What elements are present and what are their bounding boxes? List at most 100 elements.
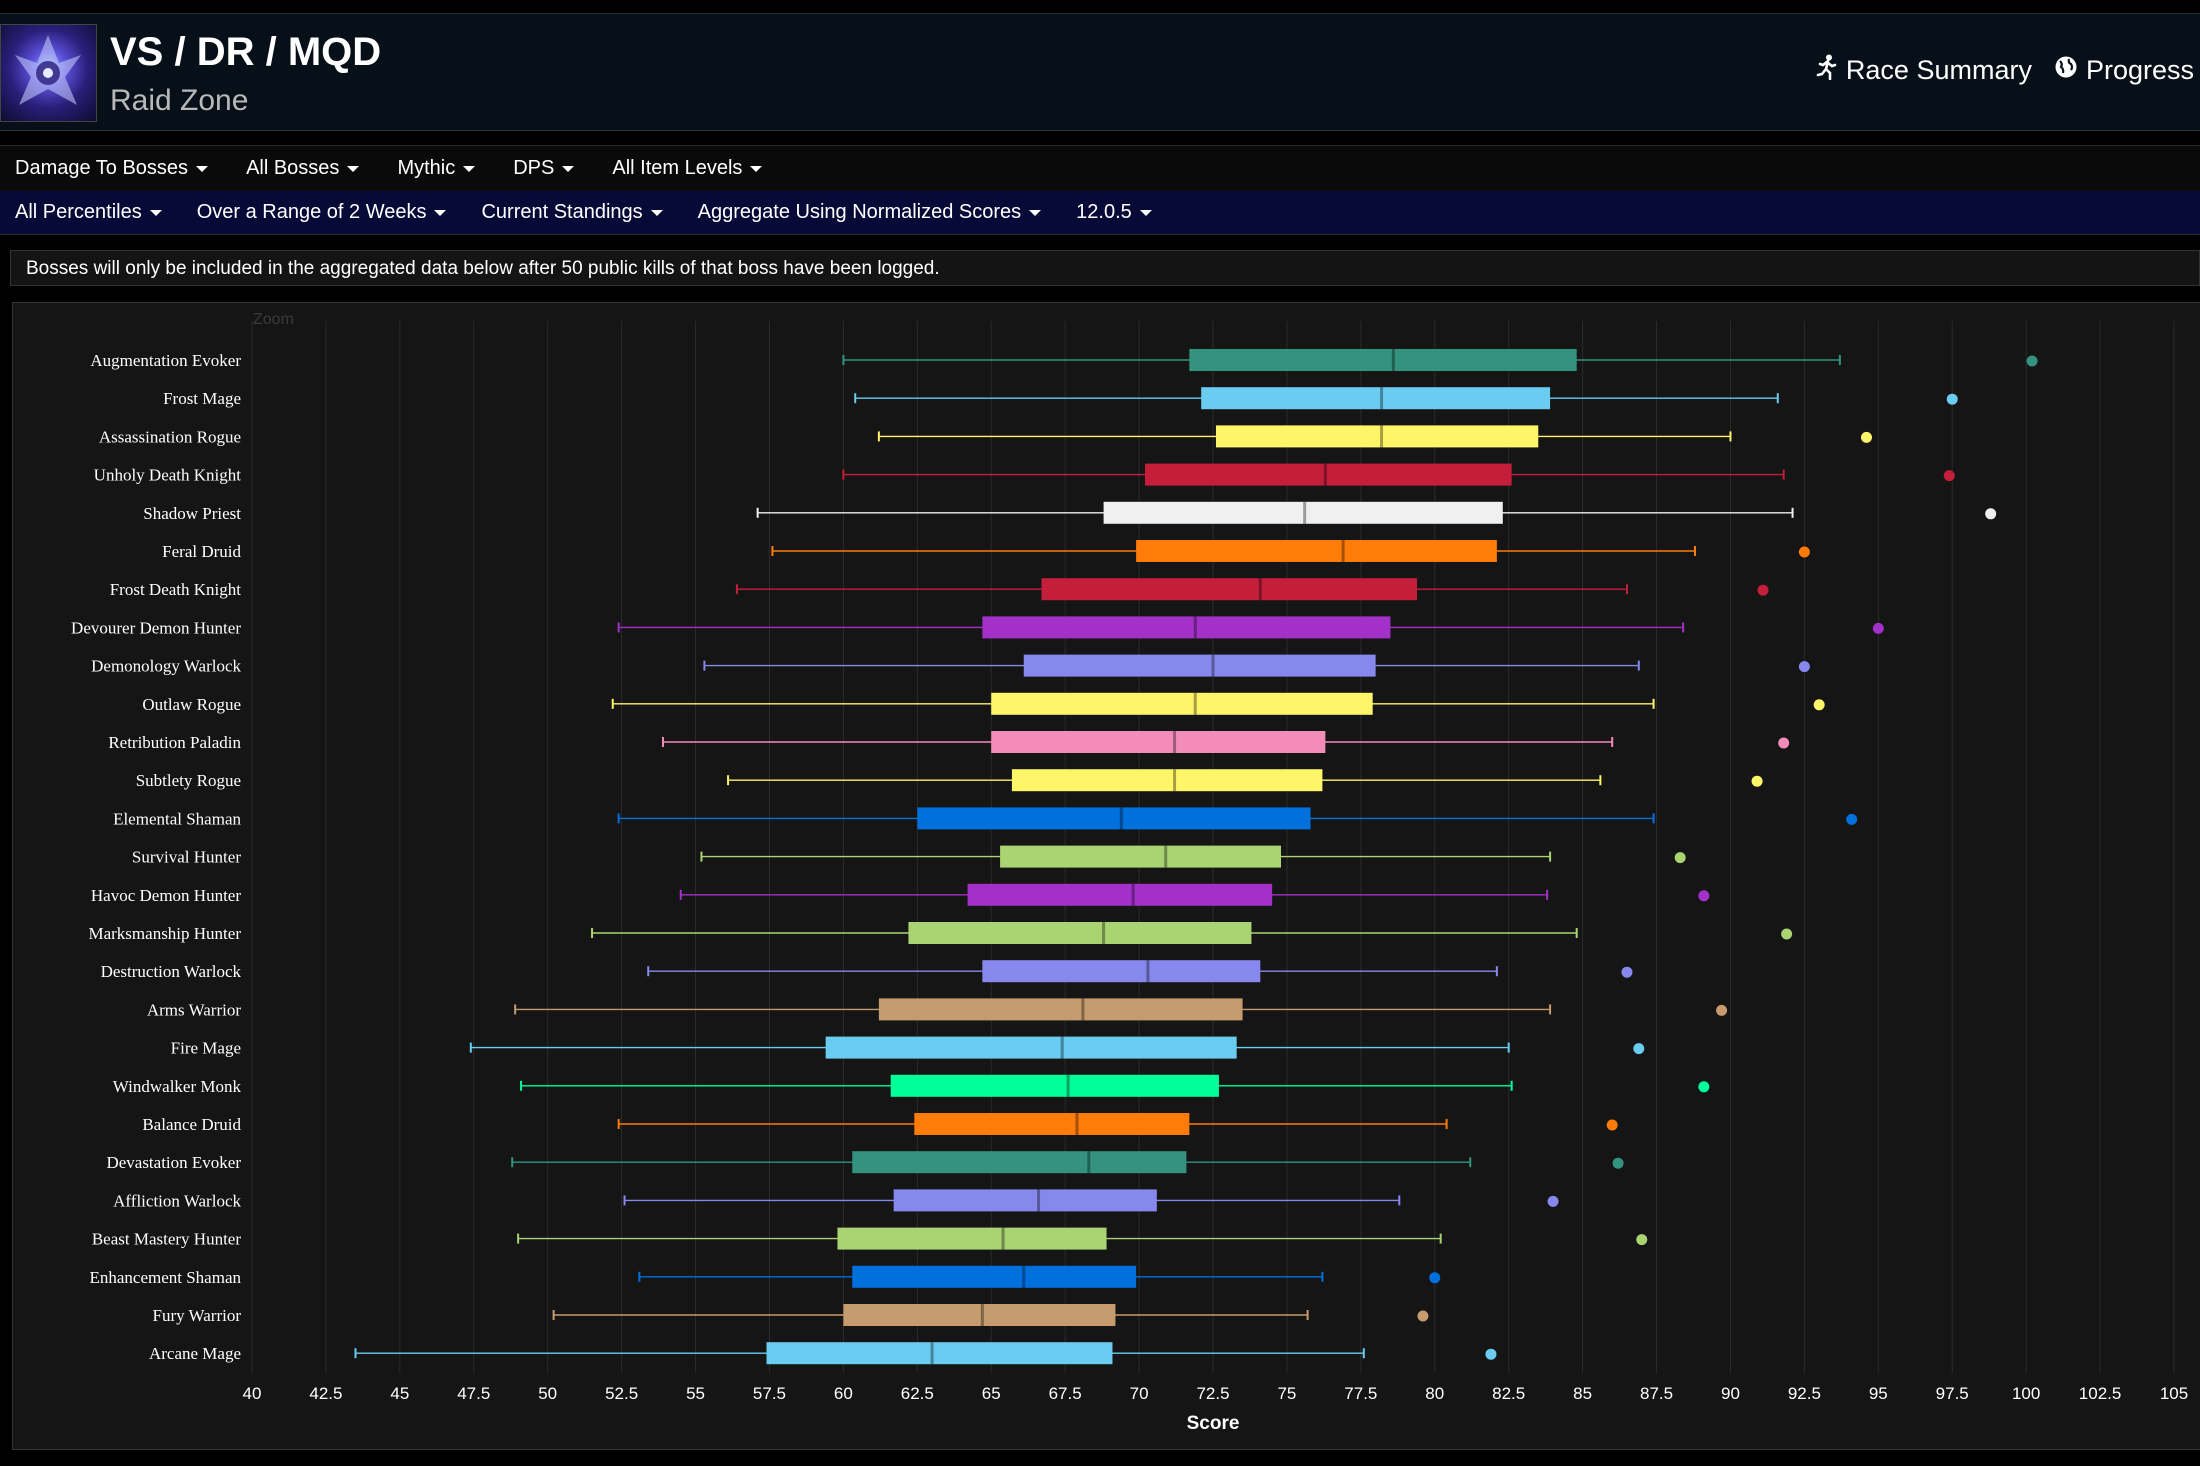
x-tick-label: 100 xyxy=(2012,1384,2040,1403)
patch-dropdown[interactable]: 12.0.5 xyxy=(1076,201,1152,224)
outlier-point xyxy=(1417,1310,1429,1322)
outlier-point xyxy=(1547,1195,1559,1207)
category-label: Demonology Warlock xyxy=(91,657,241,676)
category-label: Outlaw Rogue xyxy=(142,695,241,714)
primary-filter-bar: Damage To Bosses All Bosses Mythic DPS A… xyxy=(0,145,2200,192)
x-tick-label: 52.5 xyxy=(605,1384,638,1403)
category-label: Fire Mage xyxy=(171,1039,241,1058)
zone-emblem-icon xyxy=(0,24,97,122)
item-level-dropdown[interactable]: All Item Levels xyxy=(612,157,763,180)
category-label: Survival Hunter xyxy=(132,848,241,867)
percentile-dropdown[interactable]: All Percentiles xyxy=(15,201,162,224)
outlier-point xyxy=(1781,928,1793,940)
box-iqr xyxy=(1023,654,1376,677)
caret-down-icon xyxy=(434,209,447,216)
x-tick-label: 77.5 xyxy=(1344,1384,1377,1403)
caret-down-icon xyxy=(1139,209,1152,216)
progress-link[interactable]: Progress xyxy=(2054,54,2194,87)
box-iqr xyxy=(1144,463,1512,486)
zoom-button[interactable]: Zoom xyxy=(253,311,294,328)
x-tick-label: 67.5 xyxy=(1049,1384,1082,1403)
role-dropdown[interactable]: DPS xyxy=(513,157,575,180)
category-label: Frost Mage xyxy=(163,389,241,408)
outlier-point xyxy=(2026,355,2038,367)
zone-header: VS / DR / MQD Raid Zone Race Summary Pro… xyxy=(0,14,2200,131)
box-iqr xyxy=(766,1342,1113,1365)
x-tick-label: 42.5 xyxy=(309,1384,342,1403)
standings-dropdown[interactable]: Current Standings xyxy=(481,201,663,224)
category-label: Shadow Priest xyxy=(143,504,241,523)
category-label: Frost Death Knight xyxy=(110,580,242,599)
box-iqr xyxy=(982,960,1261,983)
race-summary-link[interactable]: Race Summary xyxy=(1816,54,2032,87)
x-tick-label: 62.5 xyxy=(901,1384,934,1403)
race-summary-label: Race Summary xyxy=(1845,55,2032,85)
outlier-point xyxy=(1606,1119,1618,1131)
x-tick-label: 65 xyxy=(982,1384,1001,1403)
x-tick-label: 90 xyxy=(1721,1384,1740,1403)
outlier-point xyxy=(1485,1348,1497,1360)
box-iqr xyxy=(967,883,1273,906)
category-label: Havoc Demon Hunter xyxy=(91,886,241,905)
outlier-point xyxy=(1716,1004,1728,1016)
box-iqr xyxy=(1201,387,1551,410)
outlier-point xyxy=(1943,470,1955,482)
difficulty-dropdown[interactable]: Mythic xyxy=(397,157,476,180)
outlier-point xyxy=(1798,661,1810,673)
category-label: Feral Druid xyxy=(162,542,241,561)
outlier-point xyxy=(1860,431,1872,443)
caret-down-icon xyxy=(750,165,763,172)
x-tick-label: 105 xyxy=(2160,1384,2188,1403)
caret-down-icon xyxy=(149,209,162,216)
category-label: Augmentation Evoker xyxy=(90,351,241,370)
boss-dropdown[interactable]: All Bosses xyxy=(246,157,360,180)
aggregation-dropdown[interactable]: Aggregate Using Normalized Scores xyxy=(698,201,1042,224)
outlier-point xyxy=(1778,737,1790,749)
x-tick-label: 57.5 xyxy=(753,1384,786,1403)
category-label: Enhancement Shaman xyxy=(89,1268,241,1287)
box-iqr xyxy=(908,922,1252,944)
category-label: Arms Warrior xyxy=(147,1000,241,1019)
box-iqr xyxy=(982,616,1391,639)
box-iqr xyxy=(1136,540,1497,562)
outlier-point xyxy=(1698,1081,1710,1093)
outlier-point xyxy=(1633,1043,1645,1055)
box-iqr xyxy=(914,1113,1190,1135)
outlier-point xyxy=(1872,622,1884,634)
box-iqr xyxy=(843,1304,1116,1326)
category-label: Devourer Demon Hunter xyxy=(71,618,241,637)
x-tick-label: 70 xyxy=(1130,1384,1149,1403)
box-iqr xyxy=(852,1151,1187,1174)
time-range-dropdown[interactable]: Over a Range of 2 Weeks xyxy=(197,201,447,224)
box-iqr xyxy=(893,1189,1157,1212)
caret-down-icon xyxy=(347,165,360,172)
box-iqr xyxy=(917,807,1311,830)
box-iqr xyxy=(1041,578,1418,601)
x-tick-label: 47.5 xyxy=(457,1384,490,1403)
category-label: Assassination Rogue xyxy=(99,427,241,446)
x-tick-label: 102.5 xyxy=(2079,1384,2122,1403)
metric-dropdown[interactable]: Damage To Bosses xyxy=(15,157,209,180)
category-label: Subtlety Rogue xyxy=(136,771,241,790)
category-label: Retribution Paladin xyxy=(108,733,241,752)
secondary-filter-bar: All Percentiles Over a Range of 2 Weeks … xyxy=(0,191,2200,235)
x-tick-label: 92.5 xyxy=(1788,1384,1821,1403)
outlier-point xyxy=(1751,775,1763,787)
zone-title: VS / DR / MQD xyxy=(110,30,382,74)
category-label: Beast Mastery Hunter xyxy=(92,1230,242,1249)
outlier-point xyxy=(1621,966,1633,978)
box-iqr xyxy=(890,1074,1219,1097)
caret-down-icon xyxy=(650,209,663,216)
chart-canvas: 40 42.5 45 47.5 50 52.5 55 57.5 60 62.5 65 67.5 70 72… xyxy=(71,321,2188,1434)
box-iqr xyxy=(1215,425,1539,448)
outlier-point xyxy=(1946,393,1958,405)
outlier-point xyxy=(1698,890,1710,902)
box-iqr xyxy=(852,1265,1137,1288)
category-label: Fury Warrior xyxy=(153,1306,242,1325)
box-iqr xyxy=(1103,501,1503,524)
x-tick-label: 40 xyxy=(243,1384,262,1403)
outlier-point xyxy=(1429,1272,1441,1284)
x-tick-label: 82.5 xyxy=(1492,1384,1525,1403)
caret-down-icon xyxy=(196,165,209,172)
box-iqr xyxy=(991,692,1373,715)
